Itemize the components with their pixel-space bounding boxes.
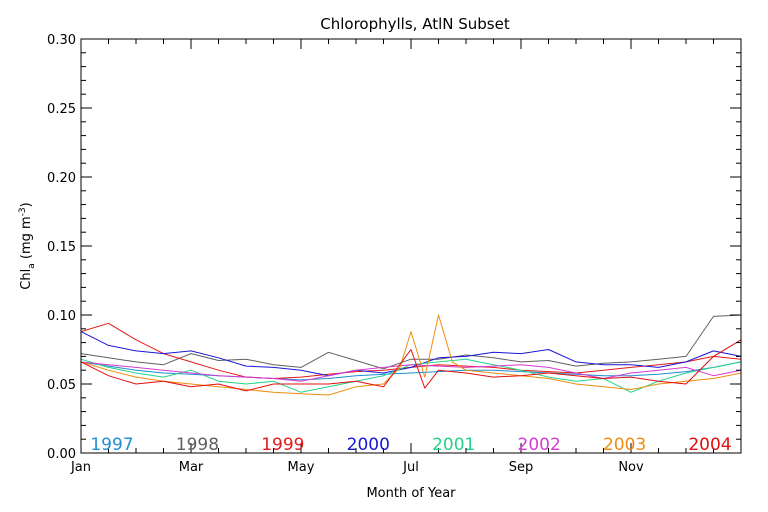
y-axis-title-main: Chl (19, 269, 34, 290)
x-tick-label: Mar (179, 460, 204, 475)
y-axis-title-unit: (mg m (19, 216, 34, 263)
x-tick-label: Jul (402, 460, 419, 475)
legend-label-2002: 2002 (518, 435, 561, 455)
legend-label-2003: 2003 (603, 435, 646, 455)
y-tick-label: 0.15 (47, 240, 76, 255)
series-line-2002 (80, 361, 742, 382)
legend: 1997 1998 1999 2000 2001 2002 2003 2004 (90, 435, 731, 455)
y-tick-label: 0.25 (47, 102, 76, 117)
y-tick-label: 0.20 (47, 171, 76, 186)
x-tick-label: May (288, 460, 315, 475)
x-tick-label: Jan (70, 460, 91, 475)
legend-label-2000: 2000 (347, 435, 390, 455)
y-tick-label: 0.30 (47, 33, 76, 48)
plot-area (80, 314, 742, 396)
y-axis-title: Chla (mg m-3) (18, 202, 37, 289)
series-line-2003 (80, 314, 742, 396)
axis-ticks: 0.00 0.05 0.10 0.15 0.20 0.25 0.30 Jan Mar May Jul… (47, 33, 742, 475)
series-line-2004 (80, 339, 742, 392)
series-line-2000 (80, 331, 742, 377)
x-tick-label: Nov (618, 460, 644, 475)
x-tick-label: Sep (509, 460, 534, 475)
legend-label-1997: 1997 (90, 435, 133, 455)
y-axis-title-unit-exponent: -3 (18, 207, 28, 216)
series-line-1998 (80, 314, 742, 370)
plot-frame (80, 38, 742, 454)
y-axis-title-sub: a (27, 263, 37, 269)
y-tick-label: 0.00 (47, 447, 76, 462)
y-axis-title-unit-close: ) (19, 202, 34, 207)
legend-label-1999: 1999 (261, 435, 304, 455)
legend-label-2001: 2001 (432, 435, 475, 455)
legend-label-2004: 2004 (688, 435, 731, 455)
x-axis-title: Month of Year (366, 486, 456, 501)
chart-title: Chlorophylls, AtlN Subset (320, 15, 510, 33)
series-line-1997 (80, 361, 742, 381)
y-tick-label: 0.05 (47, 378, 76, 393)
y-tick-label: 0.10 (47, 309, 76, 324)
legend-label-1998: 1998 (176, 435, 219, 455)
